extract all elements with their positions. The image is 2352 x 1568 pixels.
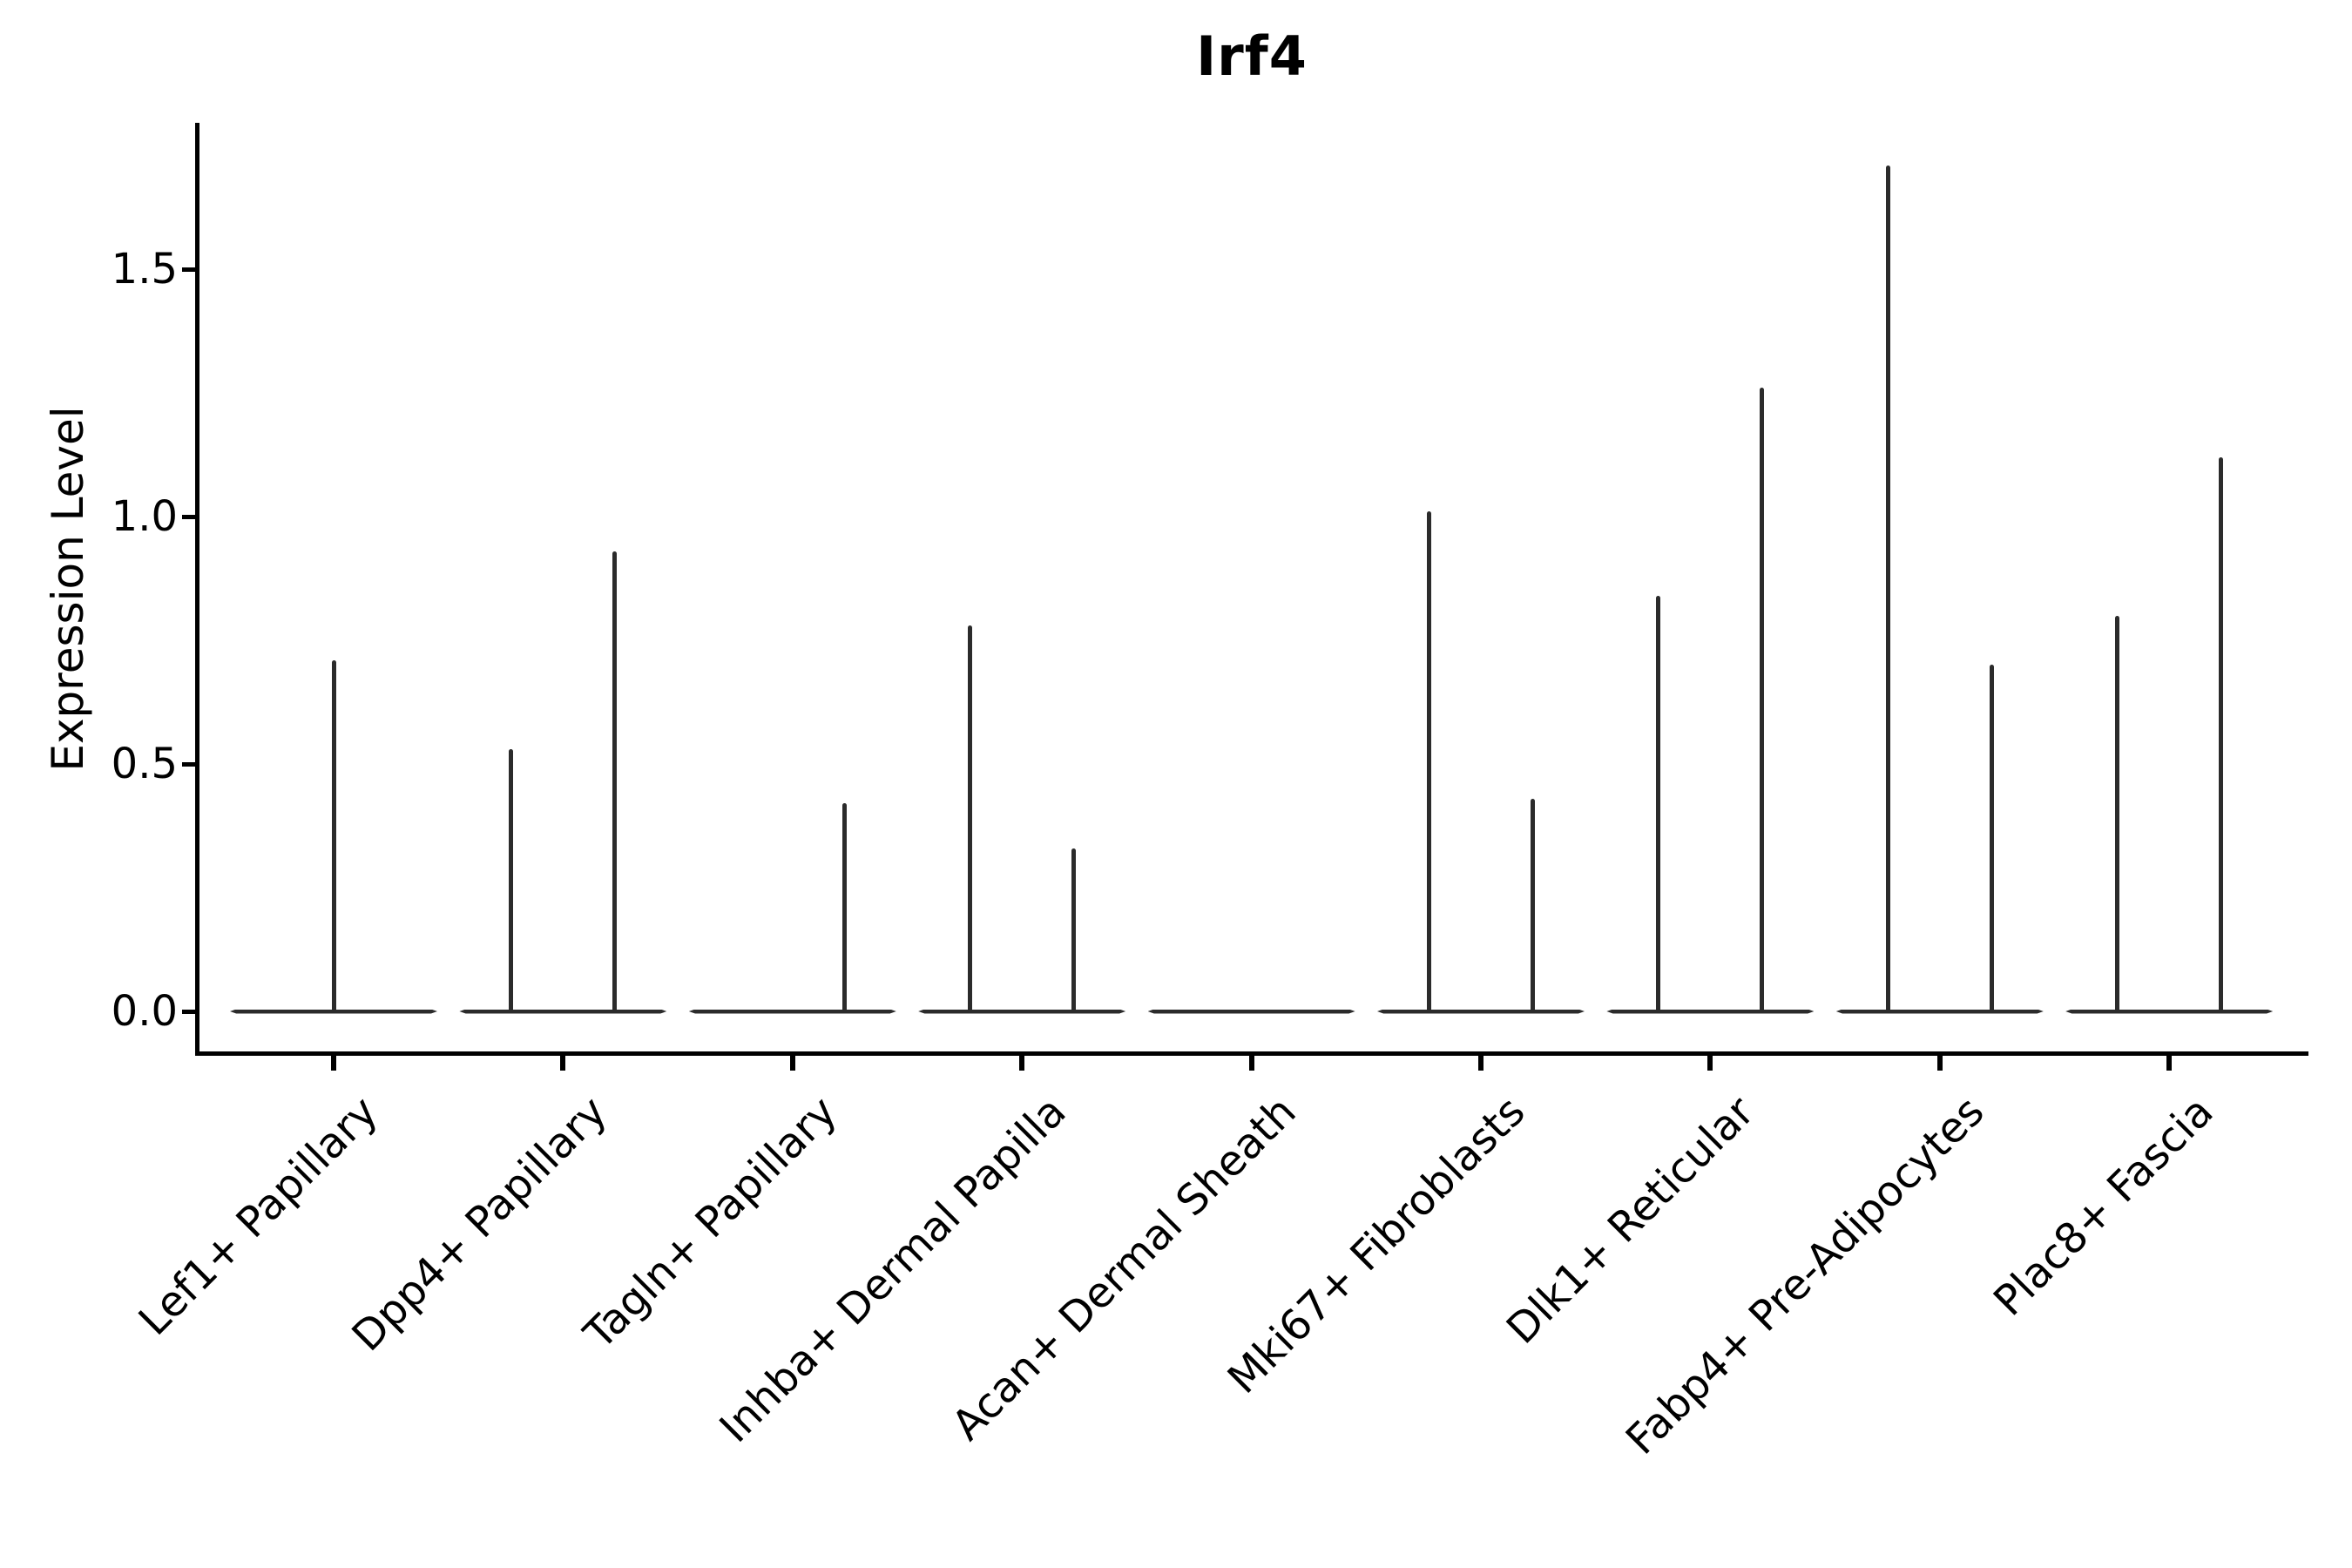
x-tick-label: Mki67+ Fibroblasts [1218, 1087, 1535, 1403]
y-axis-spine [195, 123, 199, 1056]
violin-spike [968, 625, 973, 1013]
violin-spike [2115, 615, 2120, 1013]
x-axis-spine [195, 1051, 2308, 1056]
violin-spike [1427, 511, 1431, 1013]
y-tick-mark [182, 514, 195, 519]
violin-spike [1656, 595, 1661, 1013]
violin-zero-baseline [918, 1009, 1126, 1014]
violin-zero-baseline [1377, 1009, 1585, 1014]
y-tick-label: 0.0 [111, 987, 178, 1036]
x-tick-mark [1248, 1056, 1254, 1071]
x-tick-mark [789, 1056, 795, 1071]
y-tick-mark [182, 761, 195, 767]
x-tick-label: Plac8+ Fascia [1984, 1087, 2223, 1326]
x-tick-label: Dpp4+ Papillary [342, 1087, 618, 1362]
violin-spike [331, 659, 336, 1013]
y-axis-label: Expression Level [43, 406, 93, 772]
violin-spike [509, 748, 514, 1013]
violin-spike [1989, 665, 1994, 1013]
x-tick-label: Tagln+ Papillary [574, 1087, 847, 1359]
violin-spike [1760, 388, 1765, 1013]
violin-zero-baseline [1606, 1009, 1815, 1014]
y-tick-label: 1.0 [111, 492, 178, 541]
x-tick-label: Dlk1+ Reticular [1497, 1087, 1764, 1354]
x-tick-label: Fabp4+ Pre-Adipocytes [1616, 1087, 1994, 1464]
violin-spike [841, 803, 847, 1013]
x-tick-label: Acan+ Dermal Sheath [942, 1087, 1306, 1450]
violin-zero-baseline [459, 1009, 667, 1014]
x-tick-mark [331, 1056, 336, 1071]
violin-zero-baseline [2065, 1009, 2274, 1014]
x-tick-mark [1478, 1056, 1484, 1071]
violin-zero-baseline [688, 1009, 896, 1014]
violin-spike [1885, 165, 1890, 1013]
x-tick-label: Inhba+ Dermal Papilla [710, 1087, 1076, 1453]
x-tick-mark [1936, 1056, 1943, 1071]
x-tick-mark [1707, 1056, 1713, 1071]
y-tick-label: 0.5 [111, 740, 178, 788]
violin-spike [1071, 848, 1077, 1013]
x-tick-mark [2166, 1056, 2173, 1071]
y-tick-mark [182, 1009, 195, 1014]
violin-spike [2219, 456, 2224, 1013]
violin-zero-baseline [1835, 1009, 2044, 1014]
violin-spike [612, 551, 618, 1013]
y-tick-mark [182, 267, 195, 272]
violin-spike [1531, 798, 1535, 1013]
x-tick-mark [1019, 1056, 1025, 1071]
y-tick-label: 1.5 [111, 245, 178, 294]
x-tick-mark [560, 1056, 566, 1071]
violin-zero-baseline [1147, 1009, 1355, 1014]
chart-title: Irf4 [1196, 24, 1308, 88]
